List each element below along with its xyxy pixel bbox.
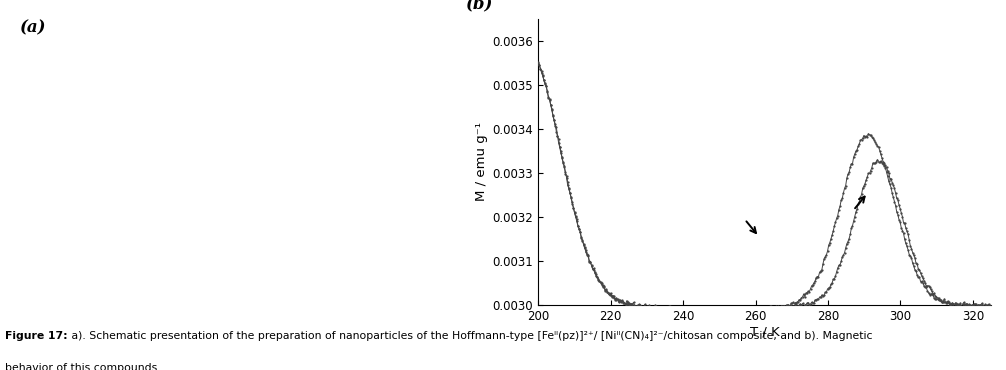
Text: Figure 17:: Figure 17:	[5, 331, 67, 341]
Text: (a): (a)	[20, 20, 46, 37]
X-axis label: T / K: T / K	[749, 326, 780, 339]
Y-axis label: M / emu g⁻¹: M / emu g⁻¹	[476, 122, 489, 201]
Text: a). Schematic presentation of the preparation of nanoparticles of the Hoffmann-t: a). Schematic presentation of the prepar…	[68, 331, 873, 341]
Text: (b): (b)	[466, 0, 493, 13]
Text: behavior of this compounds.: behavior of this compounds.	[5, 363, 161, 370]
